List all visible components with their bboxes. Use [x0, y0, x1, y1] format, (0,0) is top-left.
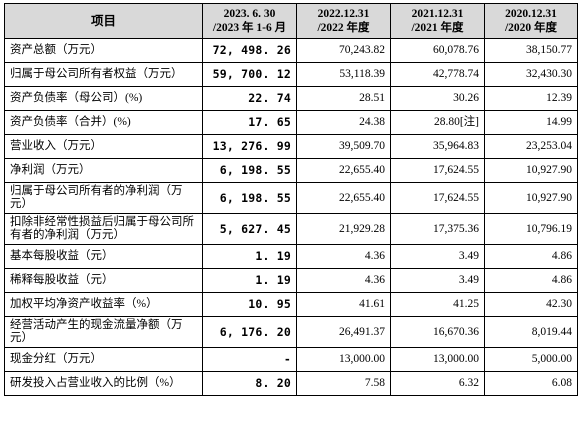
cell-2020: 5,000.00	[484, 347, 578, 372]
row-label: 净利润（万元）	[4, 158, 203, 183]
cell-2020: 10,927.90	[484, 158, 578, 183]
cell-2020: 42.30	[484, 292, 578, 317]
cell-2022: 70,243.82	[296, 38, 391, 63]
table-row: 现金分红（万元） - 13,000.00 13,000.00 5,000.00	[4, 347, 578, 372]
row-label: 营业收入（万元）	[4, 134, 203, 159]
cell-2022: 22,655.40	[296, 182, 391, 214]
cell-2021: 3.49	[390, 244, 485, 269]
row-label: 扣除非经常性损益后归属于母公司所有者的净利润（万元）	[4, 213, 203, 245]
table-row: 基本每股收益（元） 1. 19 4.36 3.49 4.86	[4, 244, 578, 269]
cell-2023-h1: 6, 198. 55	[202, 182, 297, 214]
cell-2021: 28.80[注]	[390, 110, 485, 135]
cell-2023-h1: 59, 700. 12	[202, 62, 297, 87]
cell-2023-h1: 10. 95	[202, 292, 297, 317]
table-row: 营业收入（万元） 13, 276. 99 39,509.70 35,964.83…	[4, 134, 578, 159]
cell-2020: 23,253.04	[484, 134, 578, 159]
table-row: 资产总额（万元） 72, 498. 26 70,243.82 60,078.76…	[4, 38, 578, 63]
cell-2021: 3.49	[390, 268, 485, 293]
row-label: 稀释每股收益（元）	[4, 268, 203, 293]
header-2020: 2020.12.31/2020 年度	[484, 3, 578, 39]
cell-2020: 6.08	[484, 371, 578, 396]
cell-2023-h1: 22. 74	[202, 86, 297, 111]
cell-2020: 8,019.44	[484, 316, 578, 348]
cell-2022: 26,491.37	[296, 316, 391, 348]
row-label: 加权平均净资产收益率（%）	[4, 292, 203, 317]
cell-2023-h1: 1. 19	[202, 244, 297, 269]
cell-2021: 35,964.83	[390, 134, 485, 159]
row-label: 基本每股收益（元）	[4, 244, 203, 269]
row-label: 经营活动产生的现金流量净额（万元）	[4, 316, 203, 348]
cell-2021: 13,000.00	[390, 347, 485, 372]
cell-2021: 17,375.36	[390, 213, 485, 245]
cell-2023-h1: -	[202, 347, 297, 372]
cell-2022: 24.38	[296, 110, 391, 135]
header-2023-h1: 2023. 6. 30/2023 年 1-6 月	[202, 3, 297, 39]
cell-2020: 10,927.90	[484, 182, 578, 214]
cell-2021: 42,778.74	[390, 62, 485, 87]
cell-2021: 60,078.76	[390, 38, 485, 63]
header-2022: 2022.12.31/2022 年度	[296, 3, 391, 39]
table-row: 净利润（万元） 6, 198. 55 22,655.40 17,624.55 1…	[4, 158, 578, 183]
cell-2021: 41.25	[390, 292, 485, 317]
table-row: 资产负债率（合并）(%) 17. 65 24.38 28.80[注] 14.99	[4, 110, 578, 135]
cell-2023-h1: 6, 198. 55	[202, 158, 297, 183]
row-label: 归属于母公司所有者权益（万元）	[4, 62, 203, 87]
cell-2023-h1: 8. 20	[202, 371, 297, 396]
table-row: 扣除非经常性损益后归属于母公司所有者的净利润（万元） 5, 627. 45 21…	[4, 213, 578, 245]
cell-2020: 38,150.77	[484, 38, 578, 63]
row-label: 归属于母公司所有者的净利润（万元）	[4, 182, 203, 214]
cell-2020: 14.99	[484, 110, 578, 135]
financial-data-table: 项目 2023. 6. 30/2023 年 1-6 月 2022.12.31/2…	[4, 3, 578, 396]
cell-2023-h1: 17. 65	[202, 110, 297, 135]
cell-2021: 17,624.55	[390, 158, 485, 183]
cell-2022: 39,509.70	[296, 134, 391, 159]
row-label: 研发投入占营业收入的比例（%）	[4, 371, 203, 396]
cell-2022: 41.61	[296, 292, 391, 317]
table-header: 项目 2023. 6. 30/2023 年 1-6 月 2022.12.31/2…	[4, 3, 578, 39]
cell-2020: 32,430.30	[484, 62, 578, 87]
cell-2022: 22,655.40	[296, 158, 391, 183]
cell-2023-h1: 13, 276. 99	[202, 134, 297, 159]
cell-2022: 53,118.39	[296, 62, 391, 87]
cell-2022: 4.36	[296, 244, 391, 269]
cell-2020: 4.86	[484, 244, 578, 269]
cell-2023-h1: 6, 176. 20	[202, 316, 297, 348]
row-label: 资产负债率（合并）(%)	[4, 110, 203, 135]
table-row: 加权平均净资产收益率（%） 10. 95 41.61 41.25 42.30	[4, 292, 578, 317]
table-row: 经营活动产生的现金流量净额（万元） 6, 176. 20 26,491.37 1…	[4, 316, 578, 348]
table-row: 稀释每股收益（元） 1. 19 4.36 3.49 4.86	[4, 268, 578, 293]
cell-2022: 4.36	[296, 268, 391, 293]
table-body: 资产总额（万元） 72, 498. 26 70,243.82 60,078.76…	[4, 38, 578, 396]
header-item: 项目	[4, 3, 203, 39]
cell-2020: 12.39	[484, 86, 578, 111]
table-row: 归属于母公司所有者的净利润（万元） 6, 198. 55 22,655.40 1…	[4, 182, 578, 214]
cell-2021: 30.26	[390, 86, 485, 111]
table-row: 归属于母公司所有者权益（万元） 59, 700. 12 53,118.39 42…	[4, 62, 578, 87]
cell-2021: 17,624.55	[390, 182, 485, 214]
row-label: 资产总额（万元）	[4, 38, 203, 63]
cell-2023-h1: 72, 498. 26	[202, 38, 297, 63]
cell-2022: 7.58	[296, 371, 391, 396]
table-row: 资产负债率（母公司）(%) 22. 74 28.51 30.26 12.39	[4, 86, 578, 111]
cell-2020: 4.86	[484, 268, 578, 293]
cell-2023-h1: 1. 19	[202, 268, 297, 293]
cell-2020: 10,796.19	[484, 213, 578, 245]
cell-2022: 28.51	[296, 86, 391, 111]
table-row: 研发投入占营业收入的比例（%） 8. 20 7.58 6.32 6.08	[4, 371, 578, 396]
cell-2023-h1: 5, 627. 45	[202, 213, 297, 245]
header-2021: 2021.12.31/2021 年度	[390, 3, 485, 39]
cell-2021: 16,670.36	[390, 316, 485, 348]
row-label: 现金分红（万元）	[4, 347, 203, 372]
header-row: 项目 2023. 6. 30/2023 年 1-6 月 2022.12.31/2…	[4, 3, 578, 39]
cell-2022: 21,929.28	[296, 213, 391, 245]
row-label: 资产负债率（母公司）(%)	[4, 86, 203, 111]
cell-2022: 13,000.00	[296, 347, 391, 372]
cell-2021: 6.32	[390, 371, 485, 396]
